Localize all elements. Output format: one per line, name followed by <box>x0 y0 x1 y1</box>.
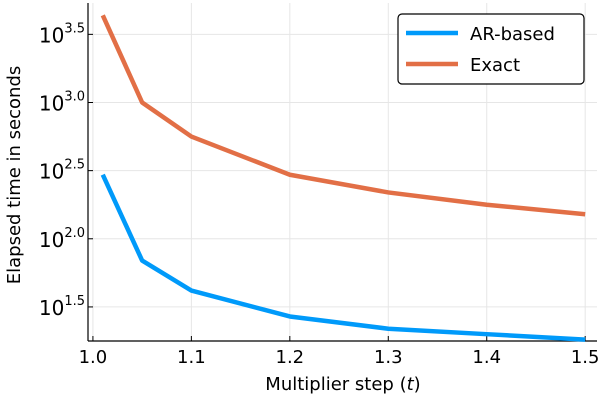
series <box>100 14 586 342</box>
y-tick-label: 102.0 <box>39 226 85 252</box>
legend: AR-based Exact <box>397 13 585 85</box>
y-tick-label: 103.5 <box>39 21 85 47</box>
x-tick-label: 1.0 <box>79 347 108 368</box>
y-tick-label: 102.5 <box>39 158 85 184</box>
y-tick-label: 103.0 <box>39 89 85 115</box>
grid <box>88 3 597 341</box>
legend-label: AR-based <box>470 24 555 45</box>
series-line-ar-based <box>100 173 586 342</box>
x-tick-label: 1.4 <box>472 347 501 368</box>
axes <box>87 3 597 342</box>
x-tick-label: 1.3 <box>374 347 403 368</box>
tick-labels: 1.0 1.1 1.2 1.3 1.4 1.5 101.5 102.0 102.5 103.0 10… <box>39 21 600 368</box>
x-tick-label: 1.2 <box>276 347 305 368</box>
y-axis-label: Elapsed time in seconds <box>4 66 25 285</box>
legend-label: Exact <box>470 55 520 76</box>
series-line-exact <box>100 14 586 217</box>
x-tick-label: 1.1 <box>177 347 206 368</box>
y-tick-label: 101.5 <box>39 294 85 320</box>
x-tick-label: 1.5 <box>571 347 600 368</box>
x-axis-label: Multiplier step (t) <box>265 374 420 395</box>
